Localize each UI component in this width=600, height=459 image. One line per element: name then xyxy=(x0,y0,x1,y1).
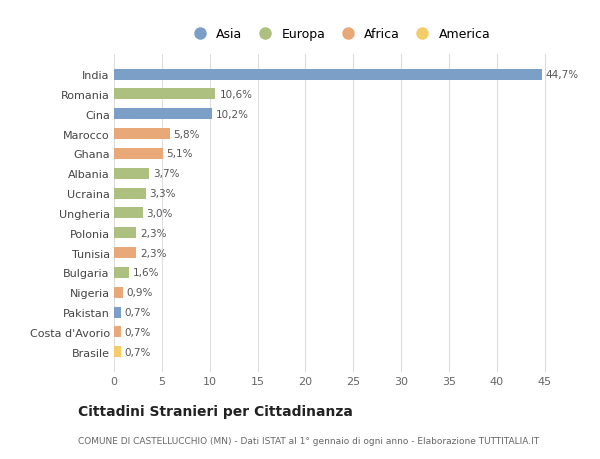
Bar xyxy=(114,307,121,318)
Text: 3,0%: 3,0% xyxy=(146,208,173,218)
Legend: Asia, Europa, Africa, America: Asia, Europa, Africa, America xyxy=(182,23,496,46)
Text: COMUNE DI CASTELLUCCHIO (MN) - Dati ISTAT al 1° gennaio di ogni anno - Elaborazi: COMUNE DI CASTELLUCCHIO (MN) - Dati ISTA… xyxy=(78,436,539,445)
Text: 0,7%: 0,7% xyxy=(125,327,151,337)
Bar xyxy=(114,208,143,219)
Bar xyxy=(114,347,121,358)
Text: 2,3%: 2,3% xyxy=(140,228,166,238)
Bar xyxy=(114,89,215,100)
Text: 2,3%: 2,3% xyxy=(140,248,166,258)
Text: 0,7%: 0,7% xyxy=(125,347,151,357)
Text: 1,6%: 1,6% xyxy=(133,268,160,278)
Bar xyxy=(114,149,163,160)
Bar xyxy=(114,287,122,298)
Text: 10,6%: 10,6% xyxy=(220,90,253,100)
Bar xyxy=(114,228,136,239)
Bar xyxy=(114,247,136,258)
Bar xyxy=(114,109,212,120)
Text: 0,7%: 0,7% xyxy=(125,308,151,317)
Text: 3,3%: 3,3% xyxy=(149,189,176,199)
Bar xyxy=(114,129,170,140)
Text: 3,7%: 3,7% xyxy=(153,169,180,179)
Bar xyxy=(114,69,542,80)
Text: 5,8%: 5,8% xyxy=(173,129,200,139)
Text: Cittadini Stranieri per Cittadinanza: Cittadini Stranieri per Cittadinanza xyxy=(78,404,353,419)
Text: 10,2%: 10,2% xyxy=(215,110,248,119)
Text: 5,1%: 5,1% xyxy=(167,149,193,159)
Bar xyxy=(114,327,121,338)
Bar xyxy=(114,267,130,278)
Bar xyxy=(114,188,146,199)
Bar xyxy=(114,168,149,179)
Text: 44,7%: 44,7% xyxy=(546,70,579,80)
Text: 0,9%: 0,9% xyxy=(127,288,153,297)
